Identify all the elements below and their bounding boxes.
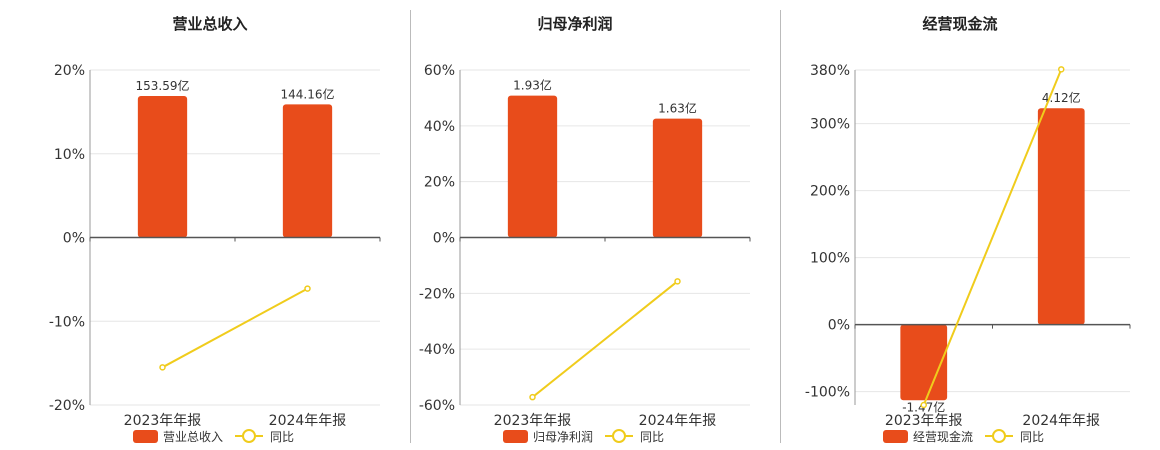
- yoy-line: [922, 68, 1063, 406]
- x-tick-label: 2023年年报: [124, 413, 202, 429]
- legend-line-marker: [992, 429, 1006, 443]
- legend-line-label: 同比: [270, 430, 294, 444]
- y-tick-label: 10%: [54, 147, 85, 163]
- chart-title: 营业总收入: [172, 15, 247, 33]
- chart-title: 经营现金流: [922, 15, 997, 33]
- bar-value-label: 144.16亿: [281, 86, 335, 101]
- legend-line-marker: [242, 429, 256, 443]
- legend-line-marker: [612, 429, 626, 443]
- legend-bar-swatch: [883, 430, 908, 443]
- y-tick-label: 0%: [828, 318, 850, 334]
- y-tick-label: 0%: [63, 231, 85, 247]
- x-tick-label: 2023年年报: [494, 413, 572, 429]
- bar: [900, 324, 948, 401]
- y-tick-label: 0%: [433, 231, 455, 247]
- y-tick-label: -40%: [419, 342, 455, 358]
- y-tick-label: -20%: [419, 286, 455, 302]
- y-tick-label: 60%: [424, 63, 455, 79]
- legend-line-label: 同比: [1020, 430, 1044, 444]
- chart-title: 归母净利润: [537, 15, 612, 33]
- chart-panel-1: 营业总收入 20% 10% 0% -10% -20% 153.59亿 144.16亿 2023年…: [49, 15, 381, 444]
- y-tick-label: 20%: [424, 175, 455, 191]
- x-tick-label: 2024年年报: [639, 413, 717, 429]
- bar-value-label: 1.93亿: [513, 78, 552, 93]
- yoy-line: [531, 280, 679, 398]
- y-tick-label: -60%: [419, 398, 455, 414]
- y-tick-label: 300%: [810, 117, 850, 133]
- bar: [282, 104, 333, 238]
- y-tick-label: 20%: [54, 63, 85, 79]
- yoy-point: [1058, 66, 1065, 73]
- y-tick-label: -100%: [805, 385, 850, 401]
- x-tick-label: 2023年年报: [885, 413, 963, 429]
- yoy-point: [304, 285, 311, 292]
- bar: [652, 118, 703, 238]
- x-tick-label: 2024年年报: [1022, 413, 1100, 429]
- yoy-point: [529, 393, 536, 401]
- legend-bar-swatch: [503, 430, 528, 443]
- legend-bar-swatch: [133, 430, 158, 443]
- bar-value-label: 1.63亿: [658, 101, 697, 116]
- y-tick-label: -20%: [49, 398, 85, 414]
- bar: [507, 95, 558, 238]
- bar: [137, 95, 188, 238]
- chart-panel-3: 经营现金流380%300%200%100%0%-100%-1.47亿4.12亿2…: [805, 15, 1131, 444]
- y-tick-label: 100%: [810, 251, 850, 267]
- yoy-point: [159, 364, 166, 371]
- yoy-line: [162, 287, 308, 369]
- y-tick-label: 380%: [810, 63, 850, 79]
- x-tick-label: 2024年年报: [269, 413, 347, 429]
- yoy-point: [674, 278, 681, 285]
- y-tick-label: 40%: [424, 119, 455, 135]
- bar-value-label: 153.59亿: [136, 78, 190, 93]
- legend-bar-label: 营业总收入: [163, 430, 223, 444]
- y-tick-label: -10%: [49, 314, 85, 330]
- y-tick-label: 200%: [810, 184, 850, 200]
- legend-bar-label: 归母净利润: [533, 430, 593, 444]
- legend-line-label: 同比: [640, 430, 664, 444]
- yoy-point: [920, 401, 927, 409]
- legend-bar-label: 经营现金流: [913, 429, 973, 444]
- bar: [1037, 108, 1085, 325]
- chart-panel-2: 归母净利润 60% 40% 20% 0% -20% -40% -60% 1.93亿 1.63亿 20…: [419, 15, 751, 444]
